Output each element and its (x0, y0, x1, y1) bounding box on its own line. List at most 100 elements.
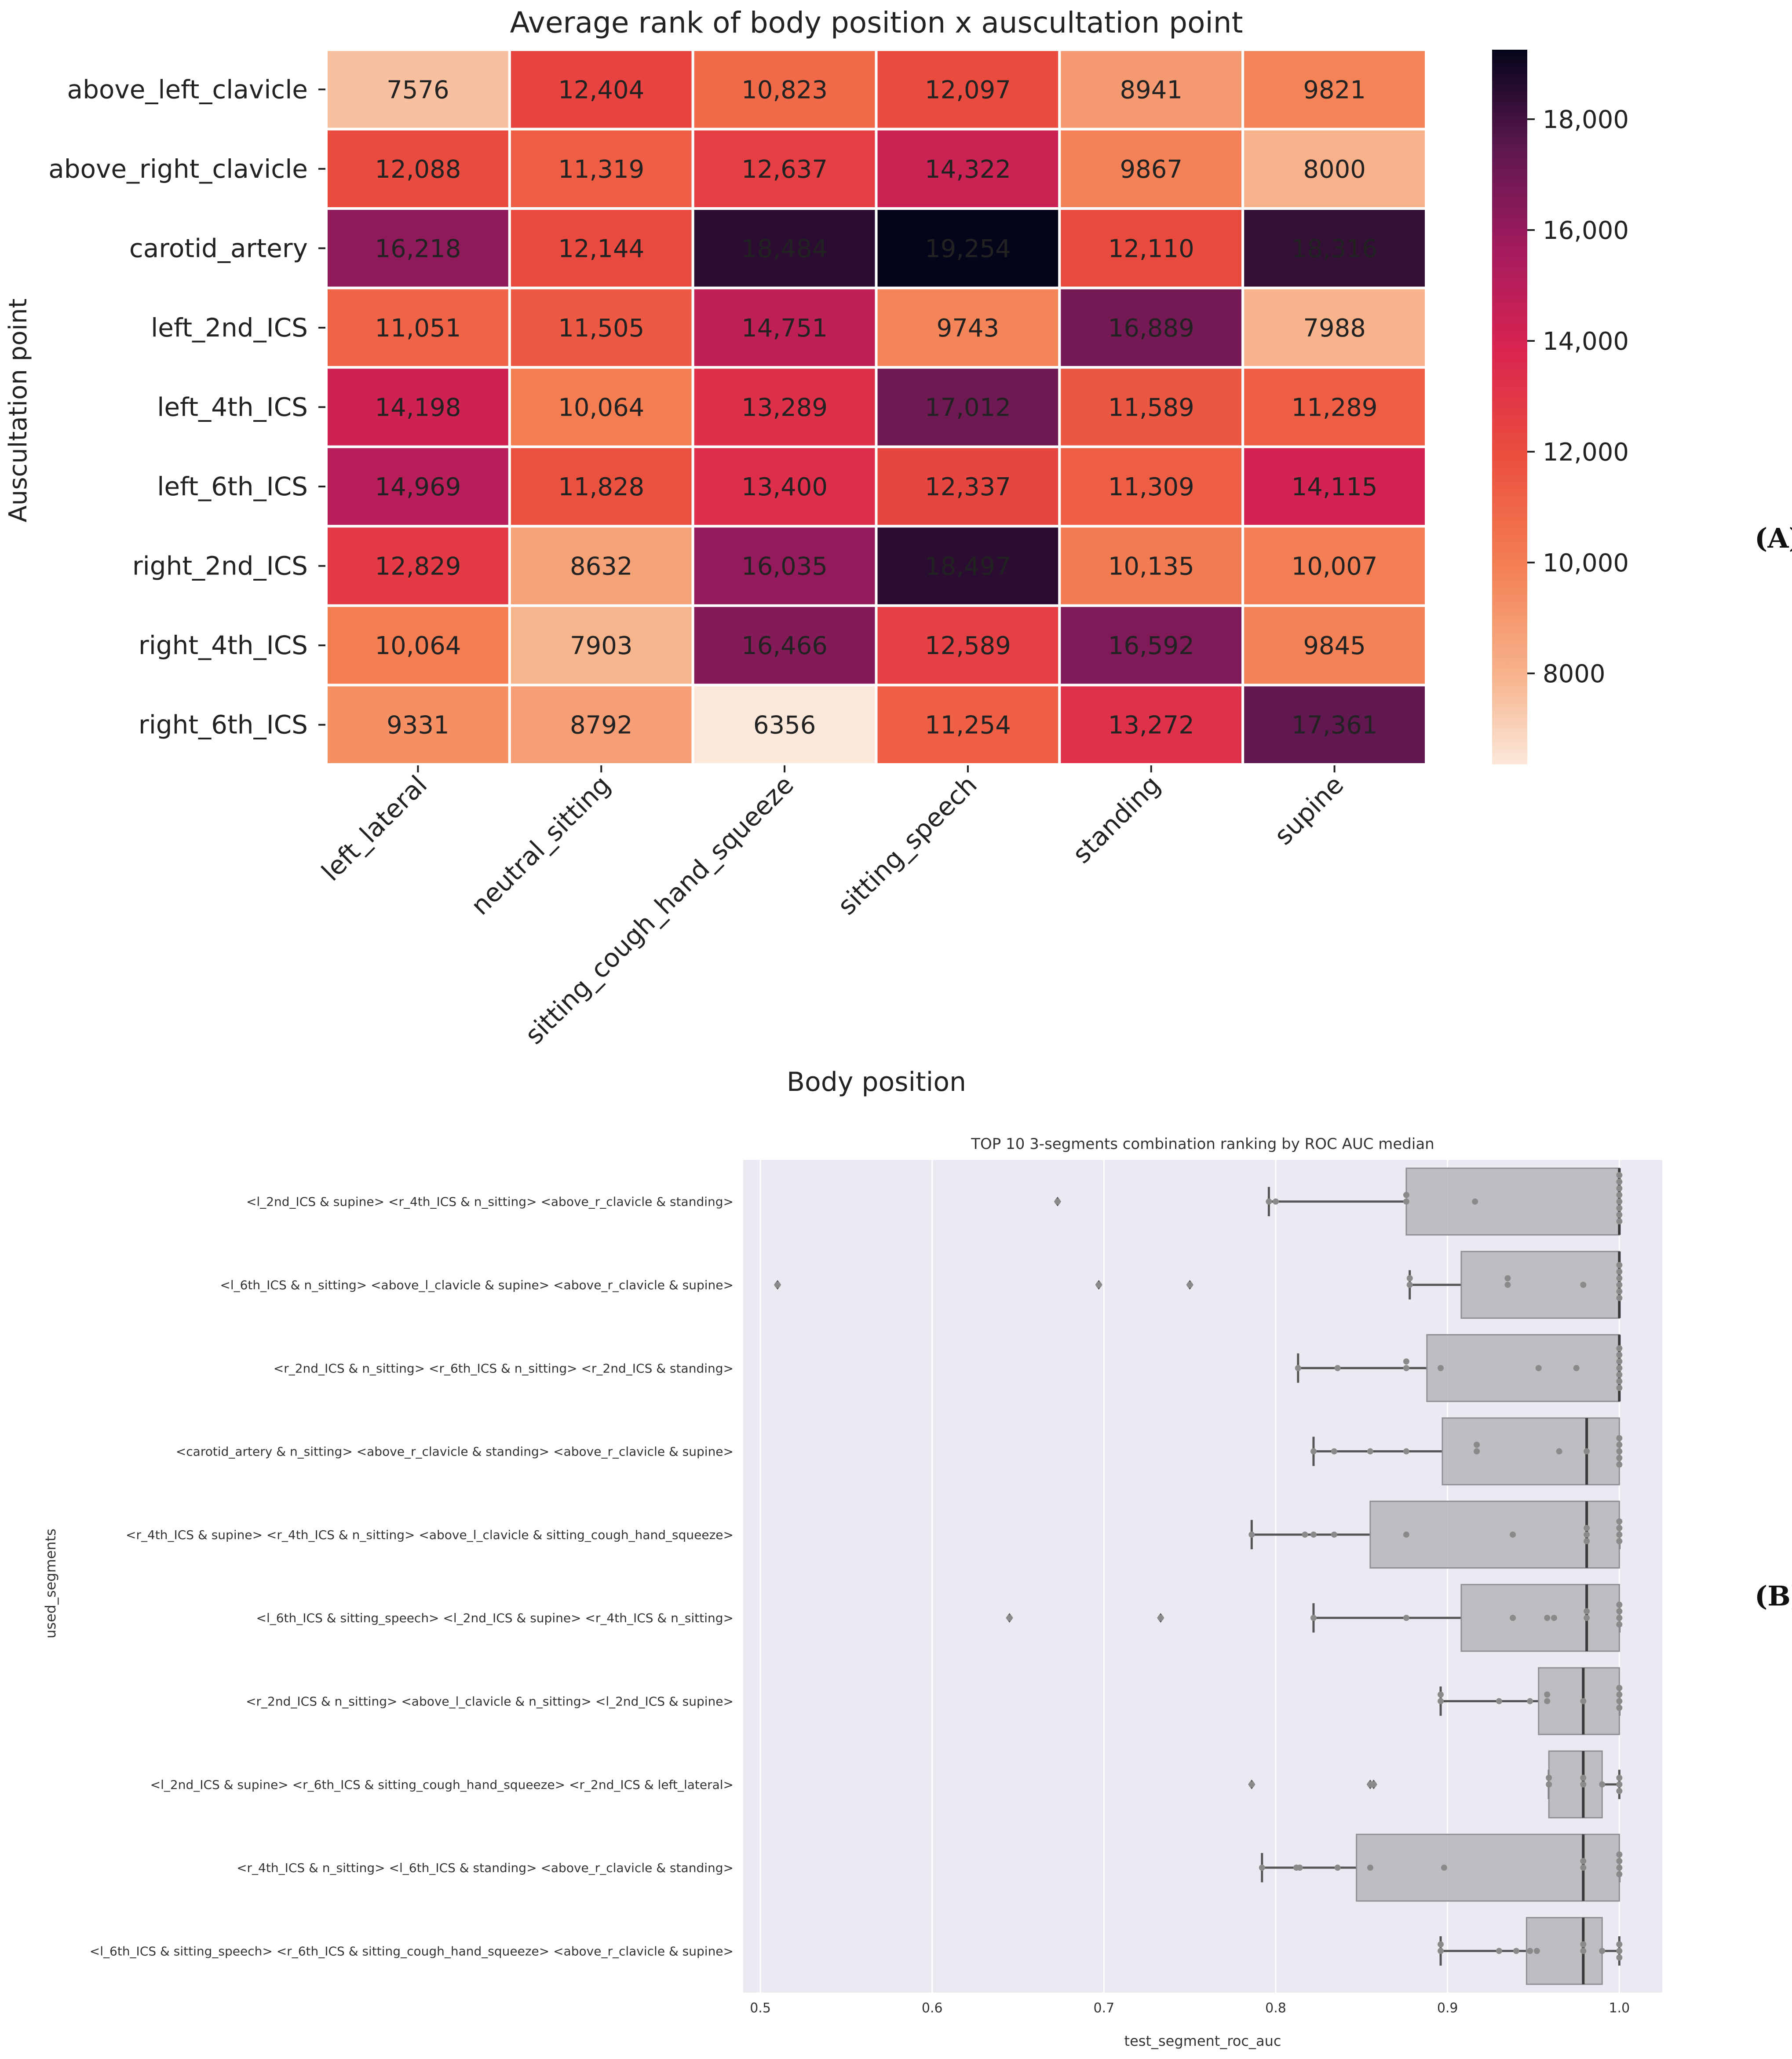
boxplot-point (1310, 1615, 1317, 1621)
boxplot-point (1584, 1531, 1590, 1538)
boxplot-point (1580, 1941, 1587, 1948)
heatmap-cell (875, 128, 1061, 210)
heatmap-cell-value: 12,829 (375, 552, 461, 581)
boxplot-point (1584, 1608, 1590, 1615)
boxplot-points (774, 1172, 1623, 1961)
boxplot-box (1369, 1500, 1620, 1569)
boxplot-point (1616, 1621, 1623, 1628)
boxplot-category-label: <carotid_artery & n_sitting> <above_r_cl… (176, 1445, 734, 1459)
boxplot-point (1616, 1365, 1623, 1371)
heatmap-cell-value: 18,497 (925, 552, 1011, 581)
colorbar-tick-label: 14,000 (1543, 327, 1629, 356)
heatmap-column-label: left_lateral (316, 770, 433, 887)
heatmap-cell (508, 684, 694, 766)
boxplot-point (1546, 1774, 1552, 1781)
boxplot-point (1616, 1788, 1623, 1794)
heatmap-cell-value: 17,012 (925, 394, 1011, 422)
boxplot-point (1616, 1172, 1623, 1178)
heatmap-row-label: right_4th_ICS (139, 630, 308, 660)
boxplot-x-tick-label: 0.8 (1265, 2000, 1286, 2016)
boxplot-point (1438, 1698, 1444, 1704)
boxplot-point (1616, 1211, 1623, 1218)
boxplot-point (1616, 1858, 1623, 1865)
heatmap-cell-value: 11,319 (558, 155, 644, 184)
heatmap-column-label: neutral_sitting (465, 770, 617, 921)
boxplot-point (1406, 1275, 1413, 1281)
boxplot-point (1616, 1525, 1623, 1531)
boxplot-point (1616, 1352, 1623, 1358)
heatmap-cell-value: 8792 (570, 711, 633, 740)
heatmap-cell (325, 286, 511, 369)
boxplot-point (1006, 1615, 1013, 1621)
boxplot-point (1580, 1281, 1587, 1288)
boxplot-point (1367, 1865, 1373, 1871)
boxplot-box (1426, 1334, 1620, 1402)
heatmap-cell (508, 207, 694, 289)
heatmap-column-label: sitting_speech (832, 770, 982, 921)
boxplot-point (1556, 1448, 1562, 1455)
heatmap-cell (1058, 286, 1245, 369)
heatmap-cell (691, 684, 878, 766)
boxplot-point (774, 1281, 781, 1288)
boxplot-point (1095, 1281, 1102, 1288)
heatmap-cell-value: 14,322 (925, 155, 1011, 184)
heatmap-cell-value: 9867 (1120, 155, 1183, 184)
boxplot-point (1310, 1448, 1317, 1455)
boxplot-category-label: <l_6th_ICS & sitting_speech> <r_6th_ICS … (90, 1944, 734, 1958)
boxplot-point (1474, 1441, 1480, 1448)
boxplot-title: TOP 10 3-segments combination ranking by… (971, 1135, 1434, 1153)
heatmap-cell (325, 525, 511, 607)
heatmap-cell (1241, 48, 1428, 131)
heatmap-cell-value: 7903 (570, 632, 633, 660)
boxplot-box (1460, 1584, 1620, 1652)
boxplot-point (1510, 1615, 1516, 1621)
colorbar-tick-label: 18,000 (1543, 106, 1629, 134)
boxplot-point (1616, 1441, 1623, 1448)
boxplot-point (1616, 1358, 1623, 1365)
boxplot-point (1616, 1218, 1623, 1225)
heatmap-cell (508, 286, 694, 369)
boxplot-point (1438, 1948, 1444, 1954)
heatmap-cell-value: 18,316 (1292, 234, 1378, 263)
boxplot-point (1513, 1948, 1519, 1954)
boxplot-chart: TOP 10 3-segments combination ranking by… (42, 1135, 1662, 2049)
boxplot-category-labels: <l_2nd_ICS & supine> <r_4th_ICS & n_sitt… (90, 1195, 734, 1959)
boxplot-box (1548, 1750, 1603, 1818)
boxplot-point (1584, 1538, 1590, 1544)
boxplot-point (1544, 1691, 1551, 1698)
heatmap-cell (1058, 366, 1245, 448)
boxplot-point (1248, 1781, 1255, 1788)
heatmap-cell (691, 366, 878, 448)
boxplot-x-tick-label: 0.9 (1437, 2000, 1458, 2016)
panel-label-b: (B) (1755, 1580, 1792, 1612)
heatmap-row-label: above_right_clavicle (48, 154, 308, 184)
boxplot-point (1367, 1448, 1373, 1455)
heatmap-row-labels: above_left_clavicle above_right_claviclec… (48, 74, 325, 740)
boxplot-point (1527, 1698, 1533, 1704)
boxplot-point (1616, 1781, 1623, 1788)
boxplot-point (1616, 1295, 1623, 1301)
boxplot-point (1580, 1781, 1587, 1788)
boxplot-point (1573, 1365, 1580, 1371)
boxplot-point (1584, 1525, 1590, 1531)
boxplot-x-tick-label: 1.0 (1609, 2000, 1630, 2016)
heatmap-cell-value: 14,115 (1292, 473, 1378, 501)
heatmap-cell-value: 17,361 (1292, 711, 1378, 740)
boxplot-point (1584, 1615, 1590, 1621)
boxplot-point (1472, 1198, 1478, 1205)
heatmap-cell-value: 9743 (937, 314, 1000, 343)
heatmap-cell-value: 13,400 (741, 473, 828, 501)
boxplot-point (1527, 1948, 1533, 1954)
boxplot-point (1295, 1365, 1301, 1371)
boxplot-point (1616, 1281, 1623, 1288)
boxplot-point (1248, 1531, 1255, 1538)
heatmap-cell-value: 11,505 (558, 314, 644, 343)
heatmap-row-label: above_left_clavicle (67, 74, 308, 104)
heatmap-row-label: right_2nd_ICS (132, 551, 308, 581)
boxplot-point (1259, 1865, 1265, 1871)
heatmap-row-label: carotid_artery (129, 233, 308, 263)
heatmap-cell (325, 604, 511, 687)
boxplot-point (1474, 1448, 1480, 1455)
boxplot-box (1442, 1417, 1620, 1485)
boxplot-y-axis-label: used_segments (42, 1529, 59, 1638)
